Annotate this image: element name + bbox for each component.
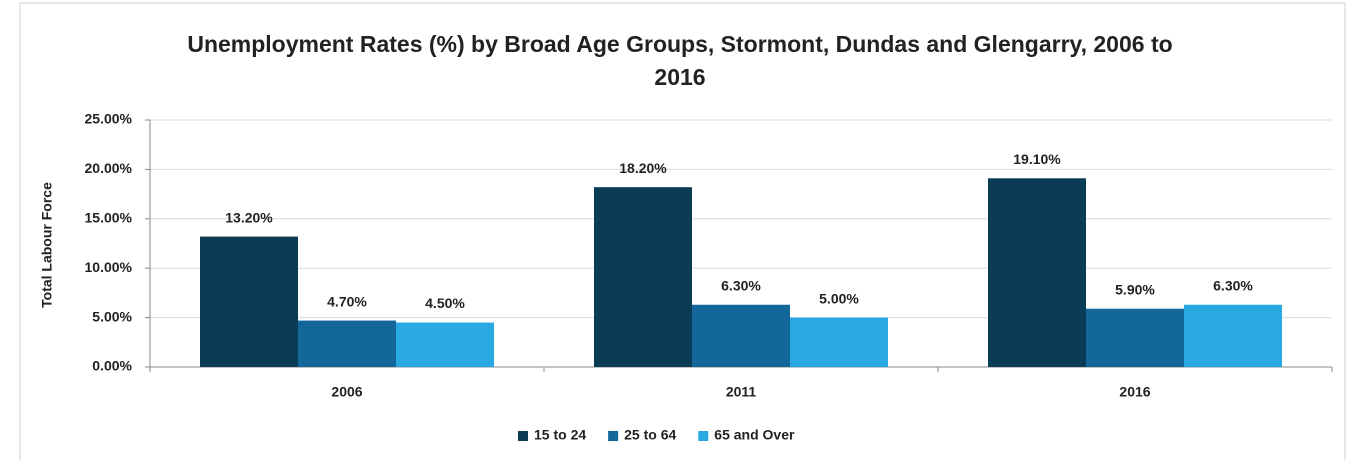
legend-swatch (518, 431, 528, 441)
data-label: 5.90% (1115, 281, 1155, 297)
y-tick-label: 20.00% (85, 160, 133, 176)
legend-swatch (608, 431, 619, 441)
y-axis-label: Total Labour Force (39, 182, 55, 308)
data-label: 6.30% (721, 277, 761, 293)
chart-title: Unemployment Rates (%) by Broad Age Grou… (187, 31, 1173, 90)
x-tick-label: 2006 (331, 384, 362, 400)
bar (298, 320, 396, 367)
data-label: 6.30% (1213, 277, 1253, 293)
legend-label: 25 to 64 (624, 427, 676, 443)
data-label: 19.10% (1013, 151, 1061, 167)
data-label: 13.20% (225, 209, 273, 225)
bar (594, 187, 692, 367)
y-tick-label: 25.00% (85, 111, 133, 127)
y-tick-label: 10.00% (85, 259, 133, 275)
bar (1086, 308, 1184, 367)
bar (692, 304, 790, 367)
chart-frame (19, 2, 1346, 460)
bar (396, 322, 494, 367)
legend-label: 65 and Over (714, 427, 795, 443)
bar (200, 236, 298, 367)
bar (790, 317, 888, 367)
data-label: 4.70% (327, 293, 367, 309)
data-label: 4.50% (425, 295, 465, 311)
x-tick-label: 2016 (1119, 384, 1150, 400)
bar (988, 178, 1086, 367)
bar (1184, 304, 1282, 367)
y-tick-label: 0.00% (92, 358, 132, 374)
y-tick-label: 15.00% (85, 210, 133, 226)
data-label: 18.20% (619, 160, 667, 176)
data-label: 5.00% (819, 290, 859, 306)
legend-label: 15 to 24 (534, 427, 586, 443)
y-tick-label: 5.00% (92, 308, 132, 324)
legend-swatch (698, 431, 709, 441)
x-tick-label: 2011 (726, 384, 757, 400)
